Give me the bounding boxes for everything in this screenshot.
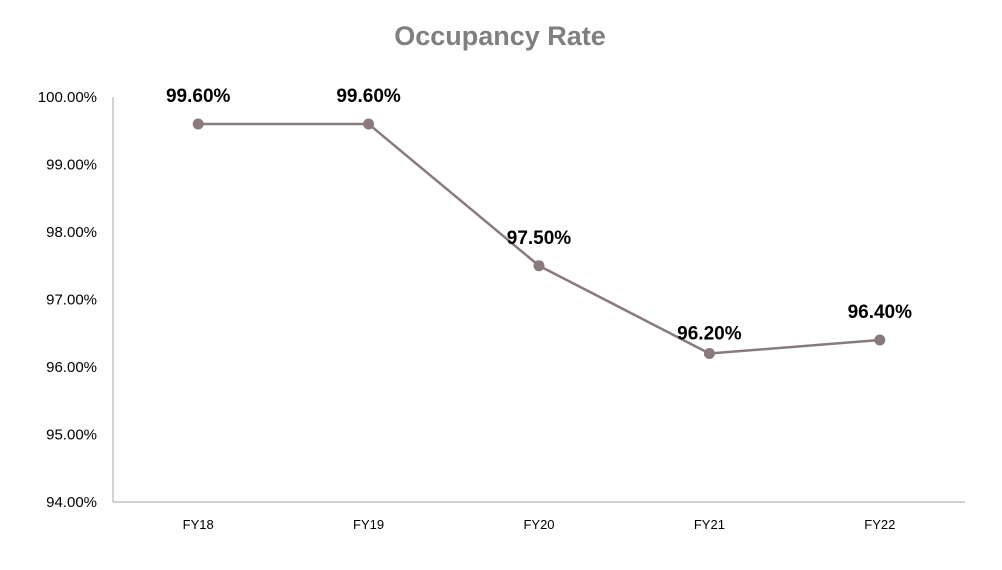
y-tick-label: 99.00%: [46, 157, 97, 174]
y-tick-label: 94.00%: [46, 494, 97, 511]
data-point-marker: [192, 118, 204, 130]
y-tick-label: 95.00%: [46, 427, 97, 444]
data-label: 99.60%: [166, 86, 231, 107]
data-label: 96.20%: [677, 324, 742, 345]
data-label: 99.60%: [336, 86, 401, 107]
x-tick-label: FY19: [353, 517, 384, 532]
data-label: 96.40%: [848, 302, 913, 323]
data-label: 97.50%: [507, 228, 572, 249]
chart-axes: [112, 97, 965, 503]
x-tick-label: FY20: [523, 517, 554, 532]
y-tick-label: 97.00%: [46, 292, 97, 309]
data-point-marker: [533, 260, 545, 272]
data-labels: 99.60% 99.60% 97.50% 96.20% 96.40%: [166, 86, 912, 345]
data-point-marker: [874, 334, 886, 346]
x-tick-label: FY21: [694, 517, 725, 532]
y-axis-ticks: 94.00% 95.00% 96.00% 97.00% 98.00% 99.00% 100.…: [38, 89, 97, 511]
plot-area: [192, 118, 886, 359]
y-tick-label: 100.00%: [38, 89, 97, 106]
x-tick-label: FY22: [864, 517, 895, 532]
x-axis-ticks: FY18 FY19 FY20 FY21 FY22: [183, 517, 896, 532]
data-point-marker: [363, 118, 375, 130]
chart-title: Occupancy Rate: [394, 21, 606, 51]
y-tick-label: 96.00%: [46, 359, 97, 376]
x-tick-label: FY18: [183, 517, 214, 532]
data-point-marker: [703, 348, 715, 359]
y-tick-label: 98.00%: [46, 224, 97, 241]
